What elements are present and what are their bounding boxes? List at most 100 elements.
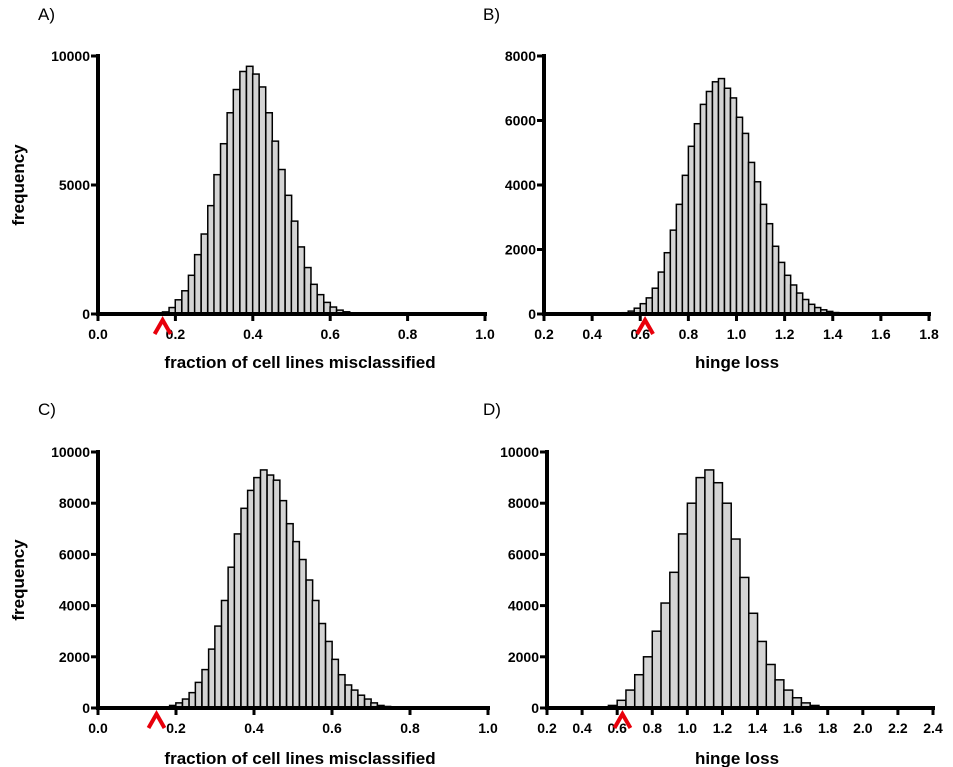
histogram-bar bbox=[795, 292, 804, 315]
histogram-bar bbox=[669, 229, 678, 315]
histogram-bar bbox=[753, 181, 762, 315]
histogram-bar bbox=[331, 658, 340, 709]
y-tick-label: 4000 bbox=[59, 598, 90, 614]
x-tick-label: 0.2 bbox=[534, 326, 554, 342]
histogram-bar bbox=[337, 673, 346, 709]
histogram-bar bbox=[756, 640, 768, 709]
histogram-bar bbox=[651, 287, 660, 315]
histogram-bar bbox=[200, 233, 209, 315]
y-tick-label: 6000 bbox=[505, 113, 536, 129]
y-tick-label: 8000 bbox=[59, 495, 90, 511]
histogram-bar bbox=[739, 576, 750, 709]
histogram-bar bbox=[240, 507, 249, 709]
x-tick-label: 1.4 bbox=[823, 326, 843, 342]
x-tick-label: 0.4 bbox=[572, 720, 592, 736]
x-tick-label: 1.0 bbox=[475, 326, 495, 342]
x-tick-label: 1.0 bbox=[727, 326, 747, 342]
y-tick-label: 2000 bbox=[508, 649, 539, 665]
histogram-bar bbox=[271, 140, 280, 315]
histogram-bar bbox=[220, 599, 229, 709]
histogram-bar bbox=[669, 571, 680, 709]
x-tick-label: 0.4 bbox=[243, 326, 263, 342]
histogram-bar bbox=[311, 599, 320, 709]
histogram-bar bbox=[232, 88, 241, 315]
histogram-bar bbox=[699, 103, 708, 315]
histogram-bar bbox=[765, 663, 776, 709]
histogram-bar bbox=[705, 90, 714, 315]
x-tick-label: 0.4 bbox=[582, 326, 602, 342]
histogram-bar bbox=[695, 476, 706, 709]
x-tick-label: 1.6 bbox=[783, 720, 803, 736]
histogram-bar bbox=[633, 673, 645, 709]
x-tick-label: 1.2 bbox=[775, 326, 795, 342]
x-tick-label: 0.2 bbox=[166, 720, 186, 736]
x-tick-label: 0.6 bbox=[631, 326, 651, 342]
histogram-bar bbox=[687, 145, 696, 315]
histogram-bar bbox=[712, 481, 724, 709]
histogram-bar bbox=[801, 298, 810, 315]
histogram-bar bbox=[233, 533, 242, 709]
y-tick-label: 6000 bbox=[59, 546, 90, 562]
x-tick-label: 0.6 bbox=[607, 720, 627, 736]
histogram-bar bbox=[201, 668, 210, 709]
histogram-bar bbox=[174, 299, 183, 315]
panel-letter: D) bbox=[483, 400, 501, 419]
histogram-bar bbox=[251, 73, 260, 315]
histogram-bar bbox=[789, 284, 798, 315]
histogram-bar bbox=[771, 245, 780, 315]
panel-letter: A) bbox=[38, 5, 55, 24]
histogram-bar bbox=[759, 203, 768, 315]
x-tick-label: 1.2 bbox=[713, 720, 733, 736]
y-tick-label: 10000 bbox=[51, 444, 90, 460]
histogram-bar bbox=[298, 558, 307, 709]
histogram-bar bbox=[642, 656, 654, 709]
x-tick-label: 1.0 bbox=[678, 720, 698, 736]
x-axis-title: fraction of cell lines misclassified bbox=[164, 353, 435, 372]
histogram-bar bbox=[213, 173, 222, 315]
x-tick-label: 0.6 bbox=[320, 326, 340, 342]
y-tick-label: 6000 bbox=[508, 546, 539, 562]
histogram-bar bbox=[783, 689, 794, 709]
y-tick-label: 2000 bbox=[59, 649, 90, 665]
histogram-bar bbox=[657, 271, 666, 315]
histogram-bar bbox=[735, 116, 744, 315]
x-tick-label: 0.4 bbox=[244, 720, 264, 736]
histogram-bar bbox=[181, 290, 190, 315]
histogram-bar bbox=[717, 77, 726, 315]
histogram-bar bbox=[258, 86, 267, 315]
histogram-bar bbox=[693, 122, 702, 315]
histogram-bar bbox=[239, 70, 248, 315]
histogram-bar bbox=[318, 622, 327, 709]
panel-letter: B) bbox=[483, 5, 500, 24]
histogram-bar bbox=[316, 293, 325, 315]
histogram-bar bbox=[723, 87, 732, 315]
x-tick-label: 2.2 bbox=[888, 720, 908, 736]
histogram-bar bbox=[675, 203, 684, 315]
x-tick-label: 0.8 bbox=[679, 326, 699, 342]
y-tick-label: 2000 bbox=[505, 242, 536, 258]
x-tick-label: 2.0 bbox=[853, 720, 873, 736]
histogram-bar bbox=[663, 251, 672, 315]
x-tick-label: 0.0 bbox=[88, 326, 108, 342]
histogram-bar bbox=[297, 246, 306, 315]
y-tick-label: 8000 bbox=[505, 48, 536, 64]
histogram-bar bbox=[681, 174, 690, 315]
histogram-bar bbox=[777, 261, 786, 315]
histogram-bar bbox=[292, 540, 301, 709]
y-tick-label: 4000 bbox=[508, 598, 539, 614]
y-axis-title: frequency bbox=[9, 539, 28, 621]
histogram-bar bbox=[774, 679, 785, 709]
y-tick-label: 0 bbox=[82, 700, 90, 716]
histogram-bar bbox=[711, 81, 720, 315]
histogram-bar bbox=[259, 469, 268, 709]
observed-value-marker bbox=[612, 709, 633, 729]
histogram-bar bbox=[783, 274, 792, 315]
histogram-bar bbox=[677, 533, 689, 709]
y-axis-title: frequency bbox=[9, 144, 28, 226]
x-tick-label: 1.4 bbox=[748, 720, 768, 736]
histogram-bar bbox=[350, 689, 359, 709]
y-tick-label: 4000 bbox=[505, 177, 536, 193]
histogram-bar bbox=[645, 297, 654, 315]
x-tick-label: 1.0 bbox=[478, 720, 498, 736]
